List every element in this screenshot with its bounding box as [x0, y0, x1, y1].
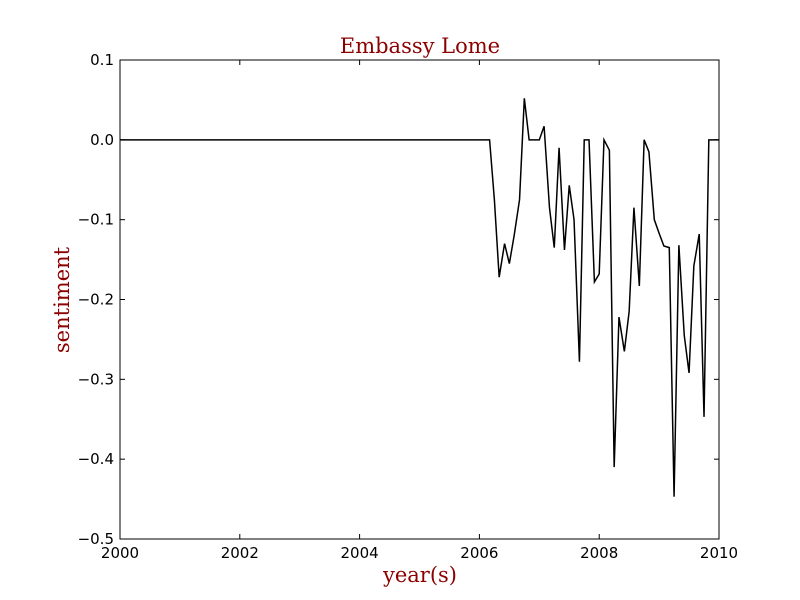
chart-title: Embassy Lome	[340, 34, 500, 58]
x-tick-label: 2000	[101, 544, 139, 562]
y-tick-label: −0.2	[78, 291, 114, 309]
x-tick-label: 2008	[580, 544, 618, 562]
x-tick-label: 2010	[700, 544, 738, 562]
y-tick-label: −0.5	[78, 530, 114, 548]
y-axis-title: sentiment	[50, 246, 74, 353]
series-line-1	[120, 98, 719, 497]
y-tick-label: 0.0	[90, 131, 114, 149]
x-tick-label: 2006	[460, 544, 498, 562]
x-axis: 2000 2002 2004 2006 2008 2010	[101, 60, 738, 562]
y-tick-label: −0.3	[78, 370, 114, 388]
x-tick-label: 2004	[341, 544, 379, 562]
y-tick-label: −0.1	[78, 211, 114, 229]
x-tick-label: 2002	[221, 544, 259, 562]
plot-area	[120, 98, 719, 497]
x-axis-title: year(s)	[382, 563, 457, 587]
y-tick-label: 0.1	[90, 51, 114, 69]
y-axis: 0.1 0.0 −0.1 −0.2 −0.3 −0.4 −0.5	[78, 51, 719, 548]
y-tick-label: −0.4	[78, 450, 114, 468]
